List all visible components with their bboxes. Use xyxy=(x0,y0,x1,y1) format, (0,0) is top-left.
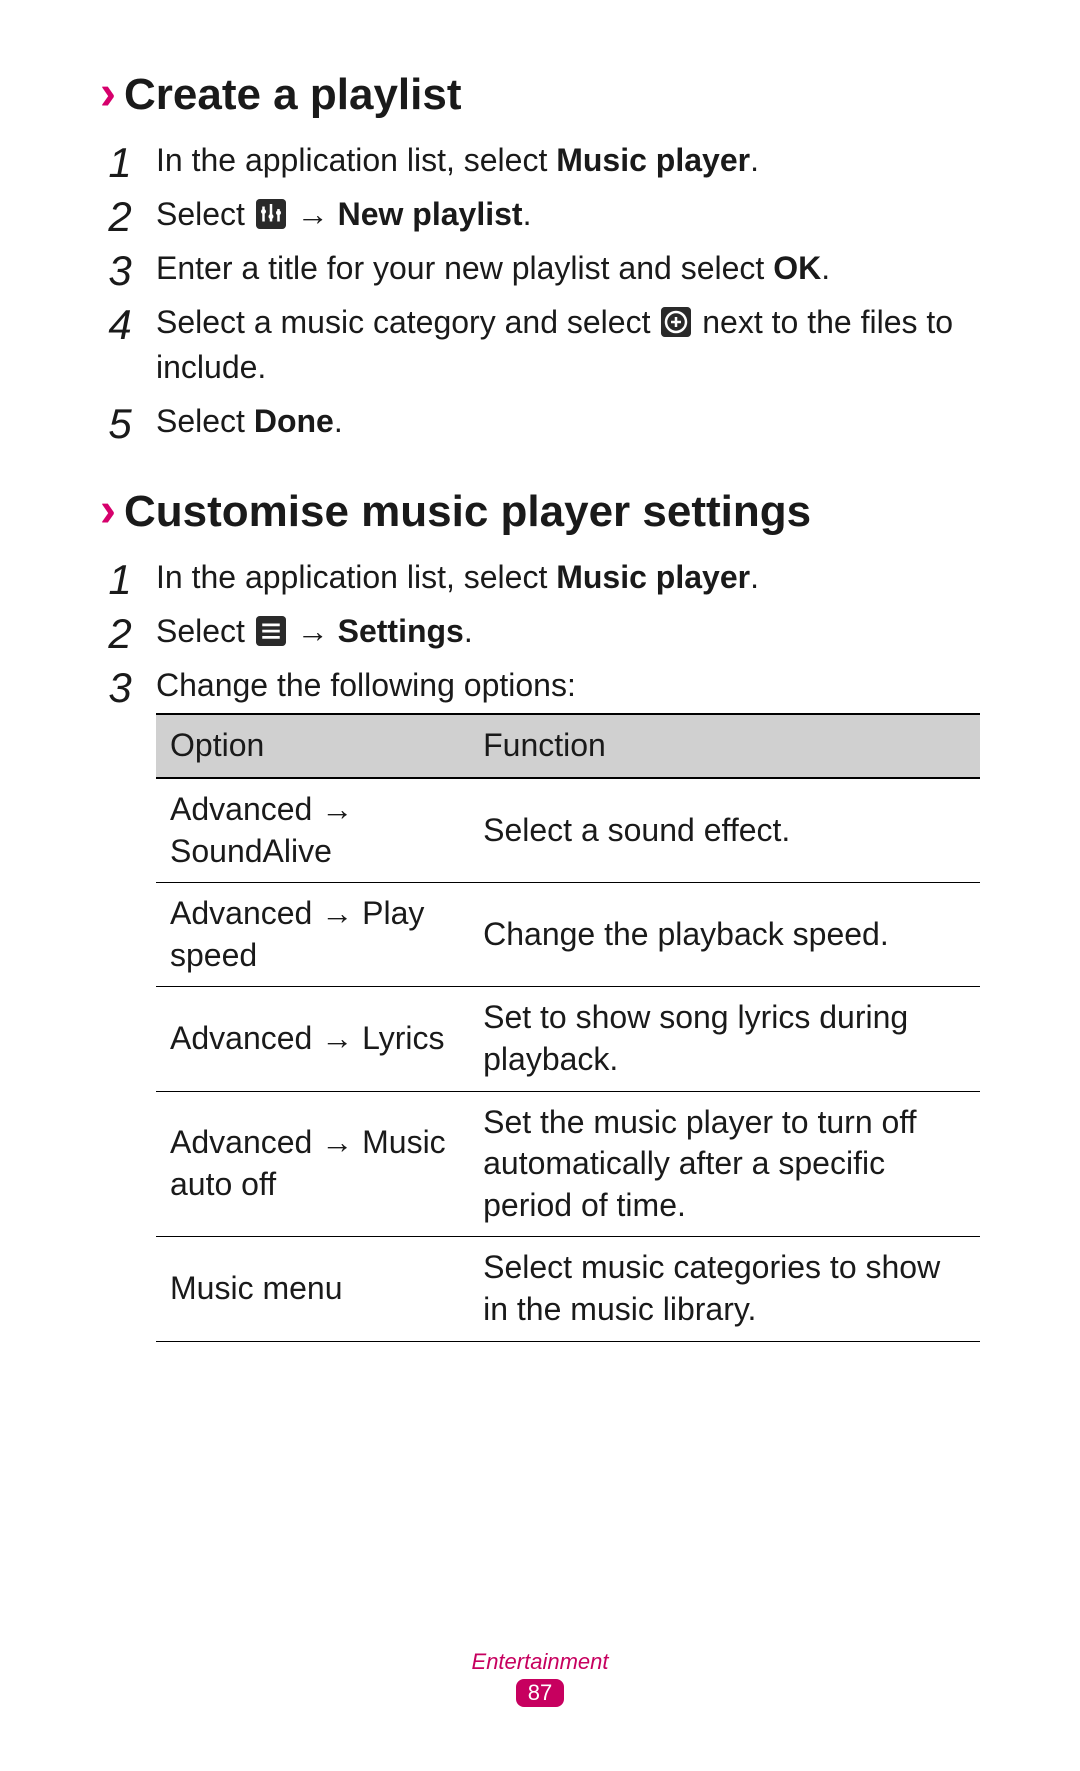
chevron-icon: › xyxy=(100,487,116,535)
list-menu-icon xyxy=(256,616,286,646)
steps-list-customise-settings: In the application list, select Music pl… xyxy=(100,555,980,1342)
step-text: . xyxy=(821,250,830,286)
step-text: Select xyxy=(156,403,254,439)
step-text: In the application list, select xyxy=(156,142,556,178)
step-text: Select a music category and select xyxy=(156,304,659,340)
step-item: Enter a title for your new playlist and … xyxy=(100,246,980,290)
steps-list-create-playlist: In the application list, select Music pl… xyxy=(100,138,980,443)
table-cell-function: Set the music player to turn off automat… xyxy=(469,1091,980,1237)
step-text: . xyxy=(750,142,759,178)
table-header-row: Option Function xyxy=(156,714,980,778)
footer-category: Entertainment xyxy=(0,1649,1080,1675)
equalizer-menu-icon xyxy=(256,199,286,229)
step-bold: Settings xyxy=(338,613,464,649)
chevron-icon: › xyxy=(100,70,116,118)
section-title: Create a playlist xyxy=(124,70,462,120)
step-arrow: → xyxy=(288,613,338,649)
step-bold: Music player xyxy=(556,142,750,178)
table-row: Advanced → SoundAlive Select a sound eff… xyxy=(156,778,980,883)
step-item: In the application list, select Music pl… xyxy=(100,555,980,599)
table-cell-function: Select music categories to show in the m… xyxy=(469,1237,980,1341)
step-item: Select → Settings. xyxy=(100,609,980,653)
step-item: Select → New playlist. xyxy=(100,192,980,236)
step-text: Enter a title for your new playlist and … xyxy=(156,250,773,286)
footer-page-number: 87 xyxy=(516,1679,564,1707)
page-footer: Entertainment 87 xyxy=(0,1649,1080,1707)
manual-page: › Create a playlist In the application l… xyxy=(0,0,1080,1342)
step-text: Select xyxy=(156,196,254,232)
table-cell-option: Music menu xyxy=(156,1237,469,1341)
step-item: Change the following options: Option Fun… xyxy=(100,663,980,1341)
add-circle-icon xyxy=(661,307,691,337)
step-text: Select xyxy=(156,613,254,649)
step-bold: New playlist xyxy=(338,196,523,232)
section-title: Customise music player settings xyxy=(124,487,811,537)
section-heading-customise-settings: › Customise music player settings xyxy=(100,487,980,537)
options-table: Option Function Advanced → SoundAlive Se… xyxy=(156,713,980,1341)
step-item: In the application list, select Music pl… xyxy=(100,138,980,182)
table-row: Advanced → Lyrics Set to show song lyric… xyxy=(156,987,980,1091)
section-heading-create-playlist: › Create a playlist xyxy=(100,70,980,120)
step-text: . xyxy=(523,196,532,232)
table-cell-option: Advanced → Music auto off xyxy=(156,1091,469,1237)
step-text: . xyxy=(334,403,343,439)
step-arrow: → xyxy=(288,196,338,232)
table-cell-option: Advanced → Lyrics xyxy=(156,987,469,1091)
table-row: Advanced → Play speed Change the playbac… xyxy=(156,883,980,987)
table-cell-function: Change the playback speed. xyxy=(469,883,980,987)
step-bold: Done xyxy=(254,403,334,439)
table-header-function: Function xyxy=(469,714,980,778)
step-bold: Music player xyxy=(556,559,750,595)
step-text: In the application list, select xyxy=(156,559,556,595)
table-cell-function: Select a sound effect. xyxy=(469,778,980,883)
step-bold: OK xyxy=(773,250,821,286)
table-cell-function: Set to show song lyrics during playback. xyxy=(469,987,980,1091)
step-text: . xyxy=(464,613,473,649)
step-text: . xyxy=(750,559,759,595)
table-cell-option: Advanced → Play speed xyxy=(156,883,469,987)
step-text: Change the following options: xyxy=(156,667,576,703)
table-row: Music menu Select music categories to sh… xyxy=(156,1237,980,1341)
table-cell-option: Advanced → SoundAlive xyxy=(156,778,469,883)
table-row: Advanced → Music auto off Set the music … xyxy=(156,1091,980,1237)
step-item: Select a music category and select next … xyxy=(100,300,980,388)
step-item: Select Done. xyxy=(100,399,980,443)
table-header-option: Option xyxy=(156,714,469,778)
